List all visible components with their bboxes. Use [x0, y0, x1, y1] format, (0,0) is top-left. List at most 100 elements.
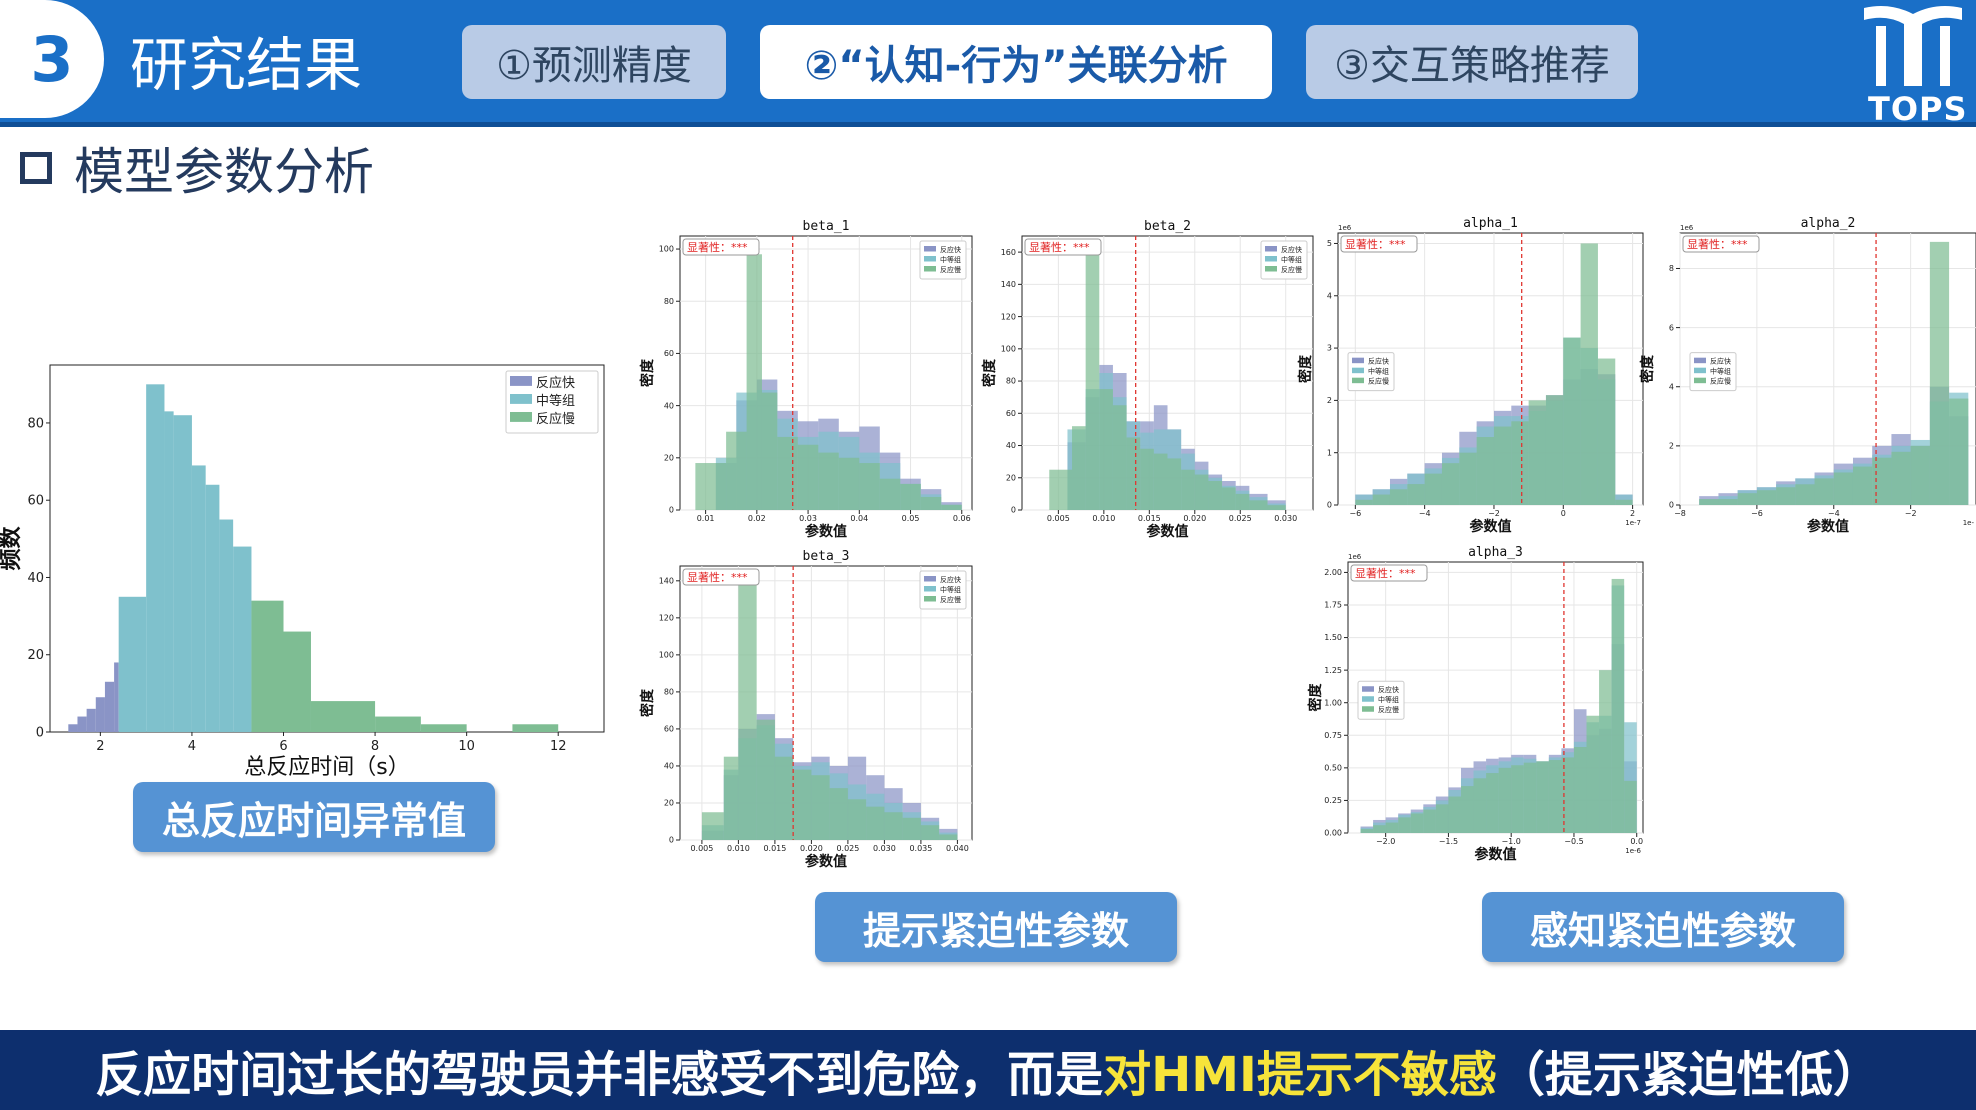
histogram-bar: [1398, 817, 1411, 833]
y-tick-label: 100: [659, 245, 674, 254]
histogram-bar: [777, 436, 798, 510]
header-bar: 3 研究结果 ①预测精度 ②“认知-行为”关联分析 ③交互策略推荐 TOPS: [0, 0, 1976, 128]
histogram-bar: [1099, 389, 1113, 510]
chart-alpha_3: −2.0 −1.5 −1.0 −0.5 0.0 0.00 0.25 0.50 0.75 1.00 1…: [1307, 545, 1644, 863]
histogram-bar: [738, 580, 757, 840]
x-tick-label: 6: [279, 739, 287, 754]
y-tick-label: 1.00: [1324, 698, 1342, 707]
histogram-bar: [1910, 445, 1930, 505]
x-tick-label: 0.03: [799, 514, 817, 523]
histogram-bar: [1891, 451, 1911, 505]
y-tick-label: 80: [1006, 377, 1016, 386]
tab-cognition-behavior-analysis[interactable]: ②“认知-行为”关联分析: [760, 25, 1272, 99]
histogram-bar: [1624, 780, 1637, 833]
x-tick-label: 0.06: [953, 514, 971, 523]
y-tick-label: 5: [1327, 239, 1332, 248]
y-tick-label: 120: [1001, 312, 1016, 321]
prompt-urgency-button[interactable]: 提示紧迫性参数: [815, 892, 1177, 962]
y-tick-label: 0: [1327, 501, 1332, 510]
histogram-bar: [86, 708, 96, 732]
legend-label: 反应慢: [536, 411, 575, 427]
histogram-bar: [114, 662, 119, 732]
histogram-bar: [173, 415, 192, 732]
significance-box: [1682, 235, 1760, 253]
legend-swatch: [1694, 377, 1706, 384]
histogram-bar: [1072, 426, 1086, 510]
legend-swatch: [1694, 357, 1706, 364]
tab-prediction-accuracy[interactable]: ①预测精度: [462, 25, 726, 99]
footer-highlight: 对HMI提示不敏感: [1103, 1047, 1497, 1103]
perceived-urgency-button[interactable]: 感知紧迫性参数: [1482, 892, 1844, 962]
histogram-bar: [701, 812, 724, 840]
histogram-bar: [146, 384, 165, 732]
histogram-bar: [1460, 786, 1474, 833]
histogram-bar: [375, 716, 421, 732]
y-tick-label: 60: [27, 494, 44, 509]
x-tick-label: −2.0: [1376, 837, 1395, 846]
legend-swatch: [1694, 367, 1706, 374]
histogram-bar: [1459, 452, 1477, 505]
y-tick-label: 60: [1006, 409, 1016, 418]
legend-swatch: [1352, 367, 1364, 374]
legend-swatch: [1265, 266, 1277, 272]
histogram-bar: [818, 452, 839, 510]
legend-swatch: [510, 376, 532, 386]
histogram-bar: [797, 444, 819, 510]
y-tick-label: 20: [1006, 473, 1016, 482]
histogram-bar: [1498, 767, 1512, 833]
y-tick-label: 0: [669, 836, 674, 845]
histogram-bar: [920, 825, 940, 840]
histogram-bar: [746, 254, 762, 510]
significance-label: 显著性：***: [687, 240, 748, 254]
y-tick-label: 0: [36, 725, 44, 740]
legend-swatch: [924, 266, 936, 272]
histogram-bar: [1511, 765, 1524, 833]
significance-label: 显著性：***: [1687, 237, 1748, 251]
logo-text: TOPS: [1868, 90, 1968, 128]
histogram-bar: [1523, 762, 1537, 833]
histogram-bar: [859, 463, 880, 510]
y-axis-label: 密度: [981, 358, 998, 388]
histogram-bar: [1153, 453, 1168, 510]
y-tick-label: 20: [27, 648, 44, 663]
histogram-bar: [829, 788, 848, 840]
y-tick-label: 80: [27, 416, 44, 431]
significance-box: [1340, 235, 1418, 253]
bars-group: [1355, 243, 1633, 505]
footer-text-c: （提示紧迫性低）: [1496, 1047, 1881, 1103]
y-tick-label: 0.25: [1324, 796, 1342, 805]
histogram-bar: [1435, 804, 1449, 833]
legend-swatch: [924, 576, 936, 582]
chart-title: beta_1: [803, 219, 850, 234]
x-tick-label: 0.030: [873, 844, 896, 853]
x-tick-label: 0.040: [946, 844, 969, 853]
histogram-bar: [1249, 500, 1268, 510]
y-axis-label: 密度: [639, 688, 656, 718]
x-tick-label: 0.0: [1630, 837, 1643, 846]
tab-interaction-strategy[interactable]: ③交互策略推荐: [1306, 25, 1638, 99]
section-number-badge: 3: [0, 0, 104, 118]
histogram-bar: [1548, 760, 1562, 833]
legend-swatch: [1352, 357, 1364, 364]
scale-label: 1e6: [1338, 224, 1352, 232]
y-tick-label: 3: [1327, 344, 1332, 353]
histogram-bar: [1194, 474, 1209, 510]
histogram-bar: [1355, 499, 1373, 505]
legend-label: 反应快: [940, 575, 961, 584]
histogram-bar: [866, 806, 885, 840]
y-tick-label: 80: [664, 688, 674, 697]
rt-outlier-button[interactable]: 总反应时间异常值: [133, 782, 495, 852]
histogram-bar: [1872, 457, 1892, 505]
legend-label: 反应快: [1378, 685, 1399, 694]
legend-label: 反应慢: [1378, 705, 1399, 714]
scale-label: 1e6: [1348, 553, 1362, 561]
histogram-bar: [1573, 747, 1587, 833]
significance-label: 显著性：***: [687, 570, 748, 584]
y-tick-label: 0.50: [1324, 764, 1342, 773]
legend-label: 反应慢: [1710, 377, 1731, 386]
x-tick-label: −4: [1419, 509, 1431, 518]
x-tick-label: 0.025: [836, 844, 859, 853]
histogram-bar: [1410, 813, 1424, 833]
